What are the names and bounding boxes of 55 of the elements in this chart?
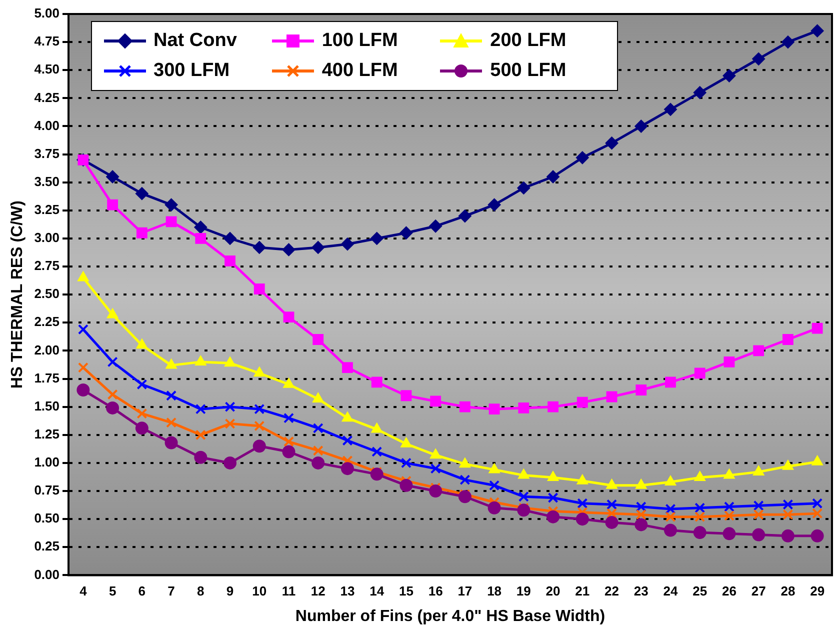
x-tick-label: 25: [692, 584, 708, 599]
x-tick-label: 8: [197, 584, 204, 599]
y-tick-label: 1.50: [34, 398, 60, 414]
x-tick-label: 20: [546, 584, 560, 599]
y-tick-label: 4.50: [34, 62, 60, 77]
x-tick-label: 23: [634, 584, 648, 599]
x-tick-label: 28: [780, 584, 796, 599]
x-tick-label: 7: [168, 584, 175, 599]
y-tick-label: 3.00: [34, 230, 60, 246]
x-tick-label: 5: [108, 584, 116, 599]
y-tick-label: 1.00: [34, 454, 60, 470]
x-tick-label: 11: [282, 584, 296, 599]
x-axis-title: Number of Fins (per 4.0" HS Base Width): [295, 608, 606, 625]
y-tick-label: 2.00: [34, 342, 60, 358]
x-tick-label: 22: [604, 584, 619, 599]
x-tick-label: 18: [487, 584, 502, 599]
x-tick-label: 26: [722, 584, 736, 599]
y-tick-label: 3.50: [34, 174, 60, 189]
x-tick-label: 9: [226, 584, 234, 599]
x-tick-label: 19: [516, 584, 531, 599]
x-tick-label: 13: [340, 584, 355, 599]
x-tick-label: 27: [751, 584, 766, 599]
y-tick-label: 3.25: [34, 202, 60, 217]
y-tick-label: 3.75: [34, 146, 60, 161]
x-tick-label: 10: [252, 584, 267, 599]
x-tick-label: 24: [663, 584, 678, 599]
legend-label: 200 LFM: [490, 30, 566, 52]
legend-label: 300 LFM: [154, 60, 230, 82]
y-axis-title: HS THERMAL RES (C/W): [9, 200, 26, 389]
y-tick-label: 0.25: [34, 538, 60, 554]
y-tick-label: 2.75: [34, 258, 60, 274]
x-tick-label: 29: [810, 584, 825, 599]
y-tick-label: 0.50: [34, 510, 60, 526]
y-tick-label: 0.00: [34, 566, 60, 582]
x-tick-label: 12: [310, 584, 326, 599]
x-tick-label: 6: [138, 584, 146, 599]
x-tick-label: 21: [575, 584, 590, 599]
x-tick-label: 17: [458, 584, 472, 599]
y-tick-label: 1.25: [34, 426, 60, 442]
y-tick-label: 5.00: [34, 6, 60, 21]
y-tick-label: 2.25: [34, 314, 60, 330]
y-tick-label: 2.50: [34, 286, 60, 302]
x-tick-label: 15: [398, 584, 414, 599]
y-tick-label: 0.75: [34, 482, 60, 498]
x-tick-label: 4: [80, 584, 88, 599]
legend-label: Nat Conv: [154, 30, 237, 52]
x-tick-label: 16: [428, 584, 443, 599]
legend-label: 100 LFM: [322, 30, 398, 52]
y-tick-label: 1.75: [34, 370, 60, 386]
y-tick-label: 4.00: [34, 118, 60, 133]
y-tick-label: 4.25: [34, 90, 60, 105]
legend-label: 400 LFM: [322, 60, 398, 82]
legend-label: 500 LFM: [490, 60, 566, 82]
x-tick-label: 14: [370, 584, 385, 599]
y-tick-label: 4.75: [34, 34, 60, 49]
